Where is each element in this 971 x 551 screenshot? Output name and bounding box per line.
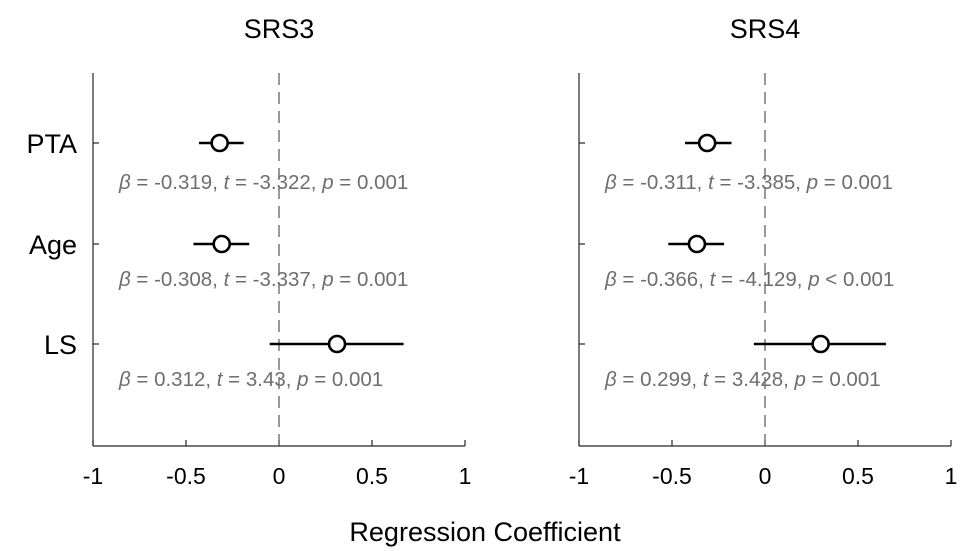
x-axis-label: Regression Coefficient [349, 517, 621, 547]
panel-srs4: SRS4 -1 -0.5 0 0.5 1 β = -0.311, t = -3.385, p… [569, 14, 958, 489]
x-tick-label: 0.5 [842, 463, 874, 489]
x-tick-label: 0.5 [356, 463, 388, 489]
category-label-pta: PTA [26, 129, 77, 159]
x-tick-label: -1 [569, 463, 589, 489]
x-tick-label: 0 [273, 463, 286, 489]
category-label-ls: LS [44, 330, 77, 360]
panel-srs3: SRS3 -1 -0.5 0 0.5 1 PTA Age LS β = -0.319, t = -… [26, 14, 471, 489]
x-tick-label: -1 [83, 463, 103, 489]
category-label-age: Age [29, 230, 77, 260]
stats-annotation-pta: β = -0.319, t = -3.322, p = 0.001 [118, 171, 408, 194]
x-tick-label: 0 [759, 463, 772, 489]
x-tick-label: 1 [945, 463, 958, 489]
stats-annotation-ls: β = 0.312, t = 3.43, p = 0.001 [118, 368, 383, 391]
x-tick-label: -0.5 [652, 463, 692, 489]
estimate-point-age [212, 234, 232, 254]
x-tick-label: 1 [459, 463, 472, 489]
panel-title: SRS3 [244, 14, 315, 44]
stats-annotation-age: β = -0.308, t = -3.337, p = 0.001 [118, 268, 408, 291]
panel-title: SRS4 [730, 14, 801, 44]
x-tick-label: -0.5 [166, 463, 206, 489]
estimate-point-pta [210, 133, 229, 153]
estimate-point-ls [811, 334, 830, 354]
estimate-point-ls [327, 334, 347, 354]
stats-annotation-pta: β = -0.311, t = -3.385, p = 0.001 [604, 171, 893, 194]
stats-annotation-age: β = -0.366, t = -4.129, p < 0.001 [604, 268, 894, 291]
estimate-point-age [687, 234, 707, 254]
stats-annotation-ls: β = 0.299, t = 3.428, p = 0.001 [604, 368, 881, 391]
estimate-point-pta [697, 133, 717, 153]
